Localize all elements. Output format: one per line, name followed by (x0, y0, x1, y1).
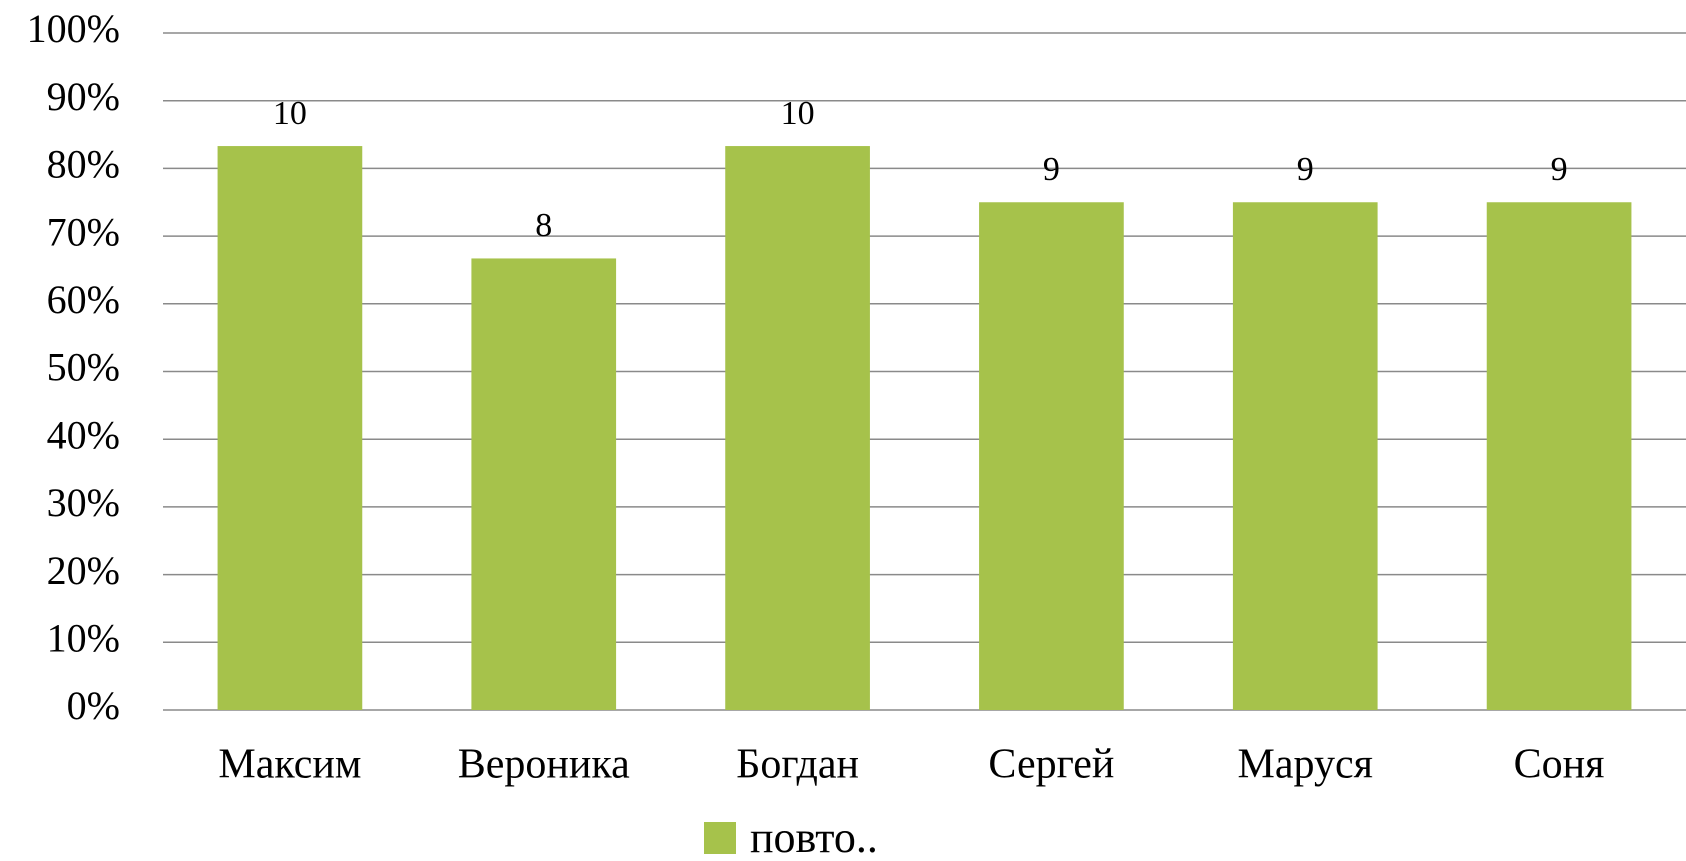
y-tick-label: 80% (47, 142, 120, 187)
y-tick-label: 90% (47, 74, 120, 119)
bar (471, 258, 617, 710)
y-tick-label: 0% (67, 683, 120, 728)
data-label: 9 (1551, 151, 1568, 188)
data-label: 9 (1043, 151, 1060, 188)
bar (979, 202, 1124, 710)
y-tick-label: 70% (47, 209, 120, 254)
data-label: 8 (535, 207, 552, 244)
x-tick-label: Маруся (1238, 742, 1373, 788)
x-tick-label: Соня (1514, 742, 1605, 788)
x-tick-label: Богдан (736, 742, 859, 788)
bar (1232, 202, 1378, 710)
y-tick-label: 100% (27, 6, 120, 51)
y-tick-label: 10% (47, 615, 120, 660)
bar (1486, 202, 1632, 710)
legend-swatch (704, 822, 736, 854)
bar (217, 146, 363, 710)
y-tick-label: 40% (47, 412, 120, 457)
bar (725, 146, 870, 710)
x-tick-label: Максим (218, 742, 361, 788)
x-tick-label: Сергей (988, 742, 1114, 788)
x-tick-label: Вероника (458, 742, 630, 788)
data-label: 10 (781, 95, 815, 132)
y-tick-label: 50% (47, 345, 120, 390)
data-label: 10 (273, 95, 307, 132)
y-tick-label: 60% (47, 277, 120, 322)
y-tick-label: 20% (47, 548, 120, 593)
y-tick-label: 30% (47, 480, 120, 525)
data-label: 9 (1297, 151, 1314, 188)
legend-label: повто.. (750, 813, 878, 861)
